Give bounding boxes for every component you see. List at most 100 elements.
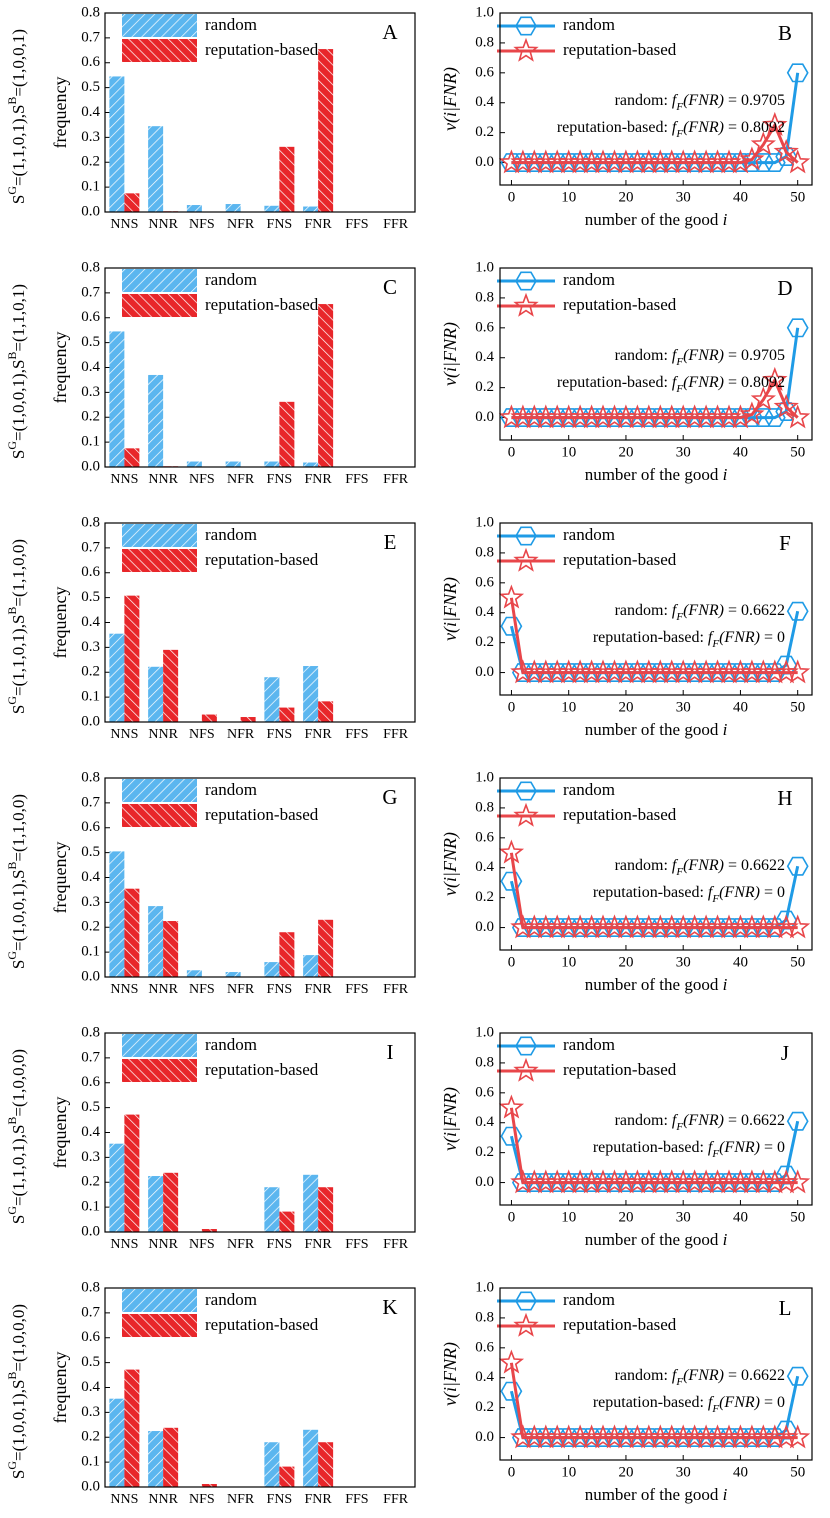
text-piece: f	[672, 1112, 679, 1129]
text-piece: F	[675, 356, 683, 368]
text-piece: B	[5, 607, 19, 615]
bar	[264, 1187, 280, 1232]
annotation: reputation-based: fF(FNR) = 0	[593, 629, 785, 650]
y-tick-label: 0.2	[81, 919, 100, 935]
y-tick-label: 0.4	[81, 359, 100, 375]
x-tick-label: NFR	[227, 1237, 255, 1252]
x-tick-label: 20	[618, 1209, 633, 1225]
x-tick-label: FNS	[267, 727, 293, 742]
x-tick-label: FNS	[267, 217, 293, 232]
chart-panel: 0.0 0.1 0.2 0.3 0.4 0.5 0.6 0.7 0.8 NNS NNR NFS NFR F…	[5, 259, 416, 487]
annotation: reputation-based: fF(FNR) = 0	[593, 1139, 785, 1160]
bar	[303, 955, 319, 977]
bar	[264, 205, 280, 212]
marker	[786, 1111, 809, 1131]
y-axis-title: v(i|FNR)	[440, 832, 461, 896]
text-piece: (FNR)	[683, 92, 724, 109]
bar	[318, 1442, 334, 1487]
chart-panel: 0.0 0.1 0.2 0.3 0.4 0.5 0.6 0.7 0.8 NNS NNR NFS NFR F…	[5, 769, 416, 997]
x-axis-title: number of the good i	[585, 465, 728, 484]
plot-frame	[104, 777, 416, 978]
marker	[786, 63, 809, 83]
x-tick-label: 10	[561, 1209, 576, 1225]
x-tick-label: FFS	[345, 1492, 368, 1507]
legend-label: reputation-based	[563, 1315, 677, 1334]
annotation: random: fF(FNR) = 0.6622	[615, 857, 785, 878]
y-tick-label: 0.1	[81, 1199, 100, 1215]
legend-label: random	[205, 780, 257, 799]
text-piece: S	[9, 960, 28, 969]
legend-label: reputation-based	[205, 40, 319, 59]
text-piece: B	[5, 1117, 19, 1125]
legend-label: random	[563, 15, 615, 34]
text-piece: B	[5, 352, 19, 360]
bar	[303, 1174, 319, 1232]
text-piece: =(1,0,0,1),S	[9, 870, 28, 951]
legend-label: random	[205, 15, 257, 34]
x-tick-label: FNR	[305, 472, 333, 487]
bar	[148, 126, 164, 212]
panel-label: F	[779, 531, 791, 555]
x-tick-label: 20	[618, 189, 633, 205]
text-piece: (FNR)	[683, 857, 724, 874]
legend-marker	[515, 526, 537, 546]
text-piece: (FNR)	[719, 629, 760, 646]
x-tick-label: 30	[676, 954, 691, 970]
x-tick-label: 50	[790, 1464, 805, 1480]
x-tick-label: FFR	[383, 1492, 409, 1507]
marker	[750, 386, 777, 411]
text-piece: = 0	[760, 1139, 785, 1156]
text-piece: F	[711, 1403, 719, 1415]
legend-label: random	[563, 1290, 615, 1309]
row-label: SG=(1,1,0,1),SB=(1,0,0,1)	[5, 29, 28, 204]
x-tick-label: NNS	[110, 727, 138, 742]
text-piece: F	[711, 1148, 719, 1160]
y-axis-title: v(i|FNR)	[440, 577, 461, 641]
text-piece: = 0.9705	[724, 347, 785, 364]
text-piece: =(1,0,0,0)	[9, 1304, 28, 1372]
panel-label: I	[387, 1040, 394, 1064]
y-tick-label: 1.0	[475, 1024, 494, 1040]
text-piece: =(1,1,0,1),S	[9, 1125, 28, 1206]
text-piece: F	[675, 1121, 683, 1133]
y-tick-label: 0.3	[81, 129, 100, 145]
text-piece: f	[708, 1139, 715, 1156]
legend-label: random	[205, 525, 257, 544]
text-piece: = 0.8092	[724, 119, 785, 136]
text-piece: G	[5, 441, 19, 450]
y-tick-label: 0.1	[81, 689, 100, 705]
bar	[303, 206, 319, 212]
legend-label: random	[205, 270, 257, 289]
y-tick-label: 0.8	[81, 769, 100, 785]
text-piece: i	[723, 210, 728, 229]
legend-marker	[515, 16, 537, 36]
x-tick-label: NNS	[110, 982, 138, 997]
x-tick-label: 50	[790, 444, 805, 460]
y-axis-title: v(i|FNR)	[440, 67, 461, 131]
text-piece: S	[9, 195, 28, 204]
y-tick-label: 0.4	[81, 1124, 100, 1140]
marker	[750, 131, 777, 156]
bar	[264, 962, 280, 977]
plot-frame	[499, 522, 813, 696]
y-tick-label: 0.8	[81, 259, 100, 275]
bar	[124, 448, 140, 467]
x-tick-label: 0	[508, 954, 516, 970]
panel-label: H	[777, 786, 792, 810]
x-axis-title: number of the good i	[585, 975, 728, 994]
x-tick-label: NFR	[227, 217, 255, 232]
text-piece: i	[723, 1485, 728, 1504]
bar	[186, 970, 202, 977]
x-tick-label: 0	[508, 444, 516, 460]
bar	[201, 714, 217, 722]
y-tick-label: 0.0	[81, 968, 100, 984]
y-axis-title: frequency	[50, 1352, 70, 1424]
y-tick-label: 0.6	[81, 1329, 100, 1345]
text-piece: = 0	[760, 629, 785, 646]
y-tick-label: 0.8	[81, 1279, 100, 1295]
legend-label: reputation-based	[205, 805, 319, 824]
x-tick-label: NFS	[189, 1492, 215, 1507]
bar	[124, 888, 140, 977]
x-tick-label: 40	[733, 699, 748, 715]
bar	[201, 1484, 217, 1487]
